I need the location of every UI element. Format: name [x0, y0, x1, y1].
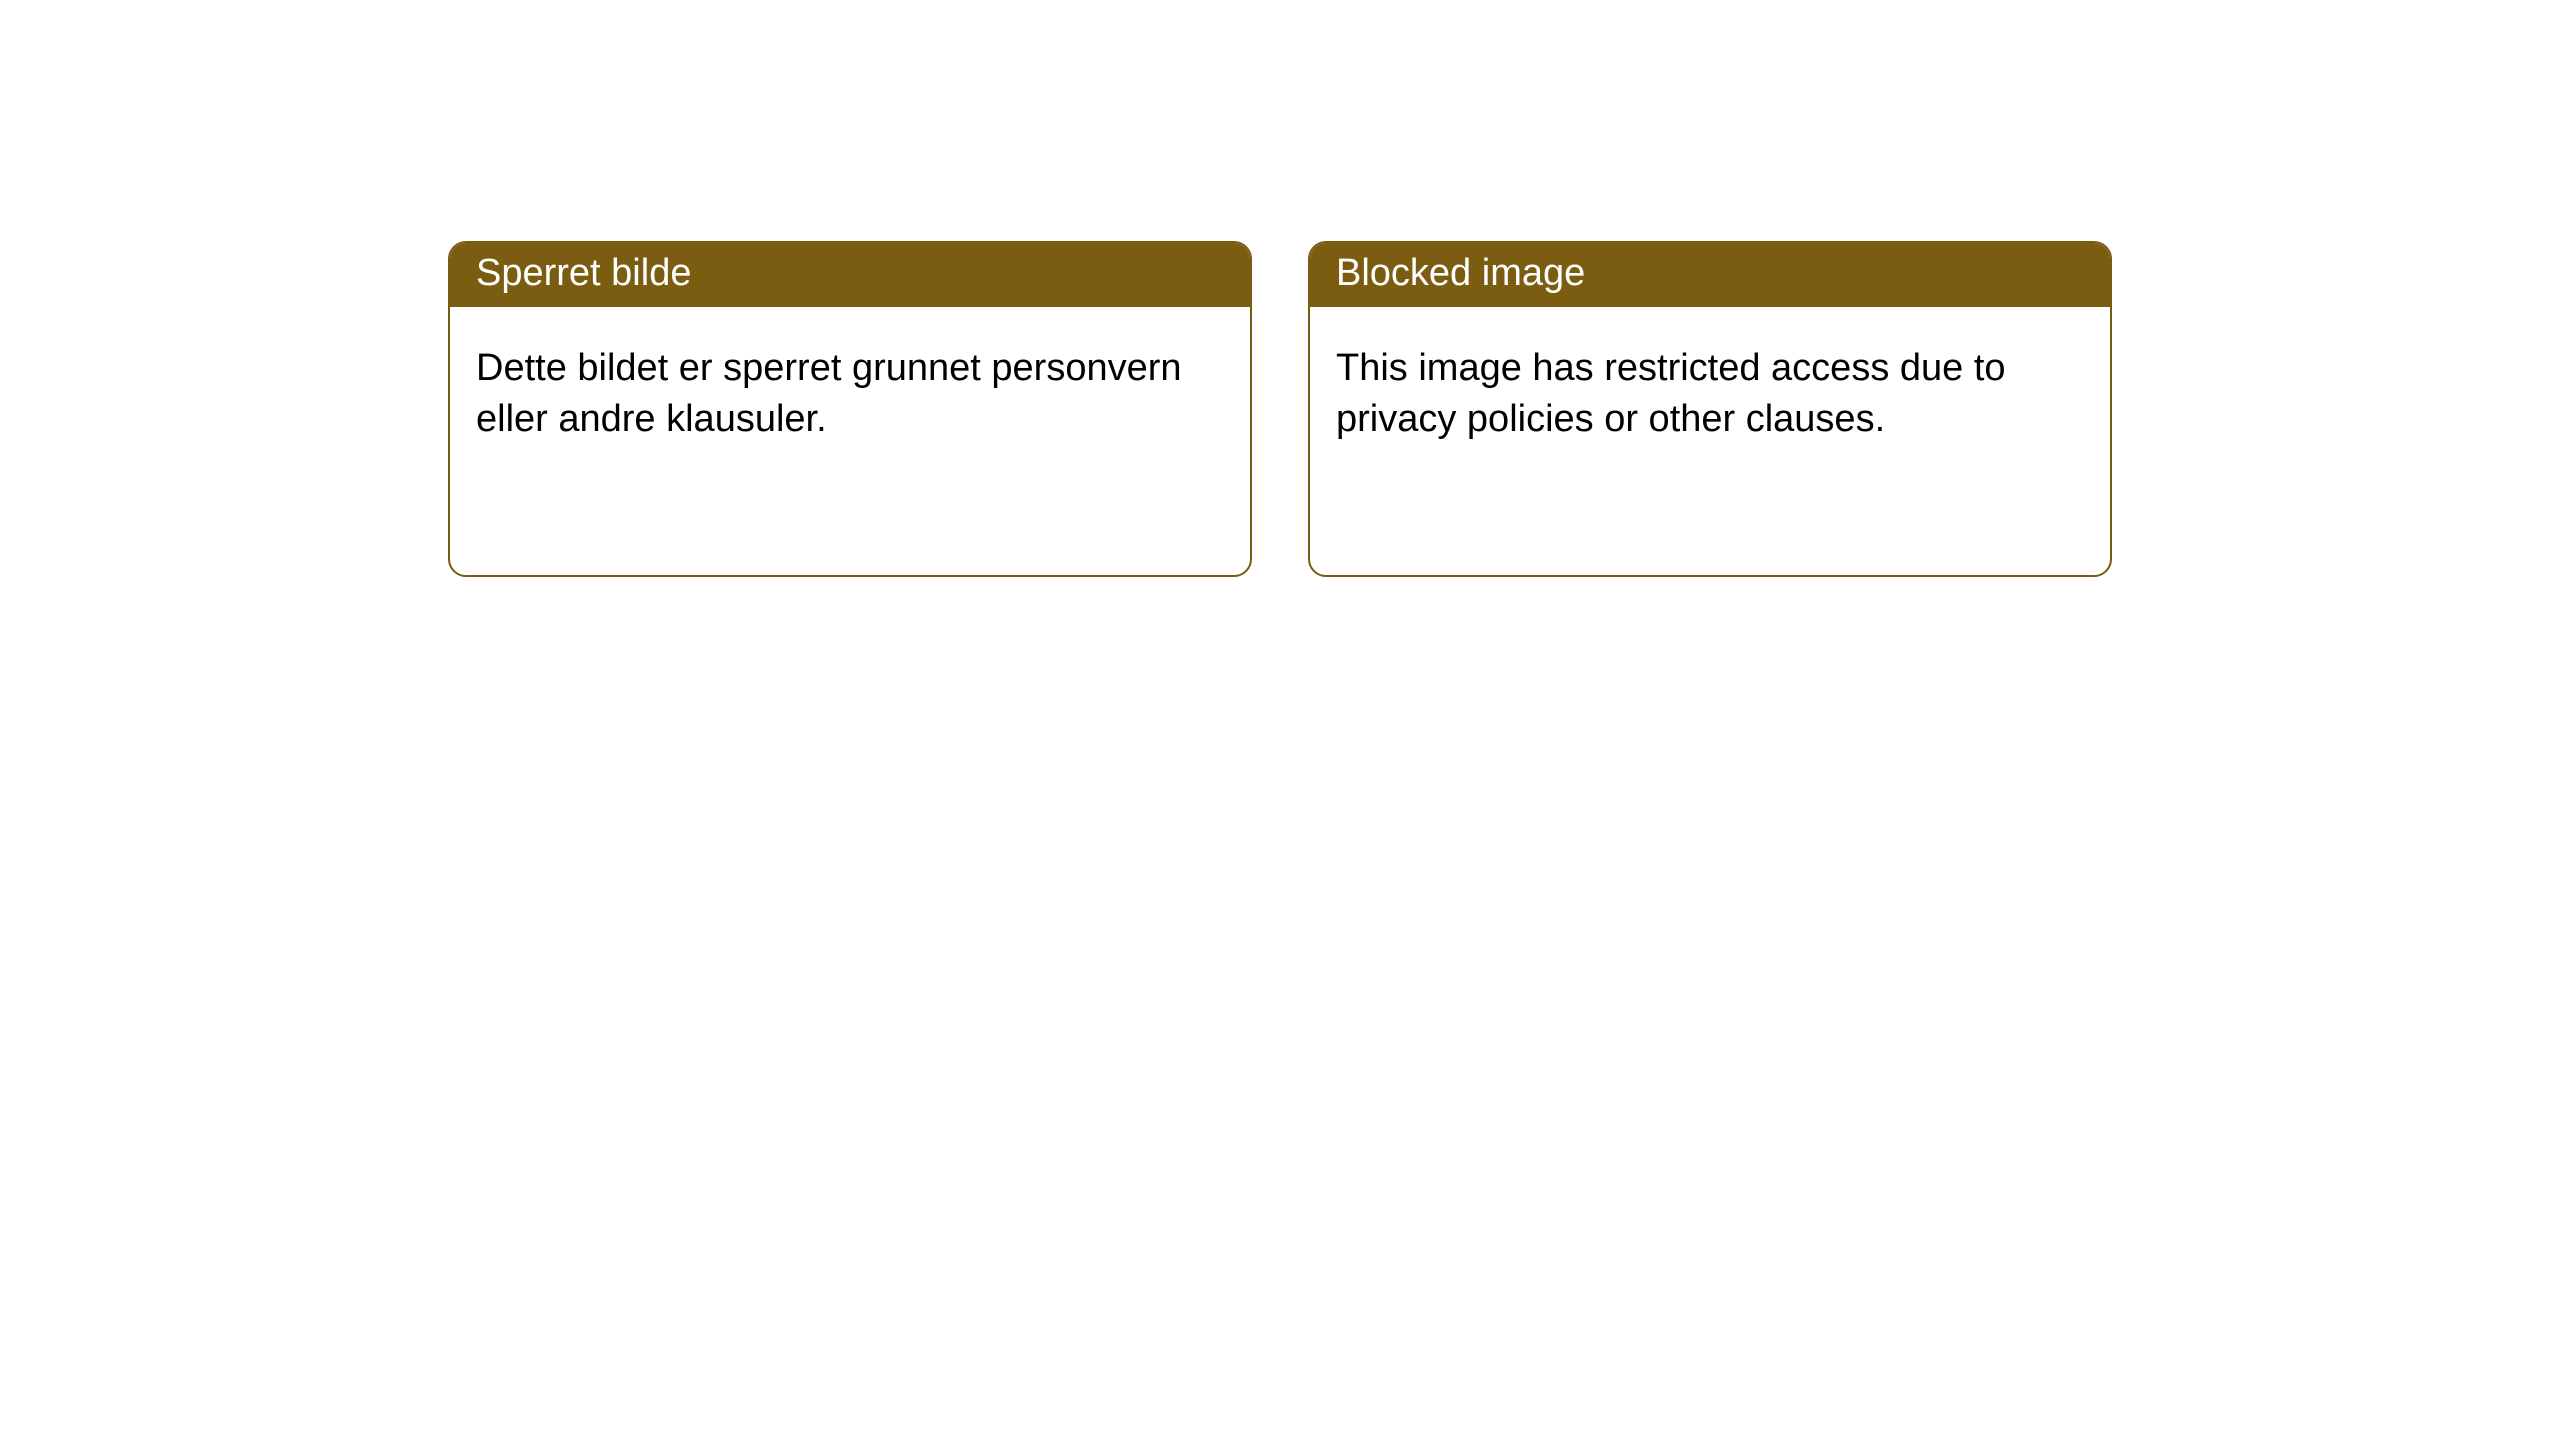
- card-body-en: This image has restricted access due to …: [1310, 307, 2110, 482]
- blocked-image-card-no: Sperret bilde Dette bildet er sperret gr…: [448, 241, 1252, 577]
- card-body-no: Dette bildet er sperret grunnet personve…: [450, 307, 1250, 482]
- card-title-en: Blocked image: [1310, 243, 2110, 307]
- blocked-image-card-en: Blocked image This image has restricted …: [1308, 241, 2112, 577]
- card-title-no: Sperret bilde: [450, 243, 1250, 307]
- notice-container: Sperret bilde Dette bildet er sperret gr…: [0, 0, 2560, 577]
